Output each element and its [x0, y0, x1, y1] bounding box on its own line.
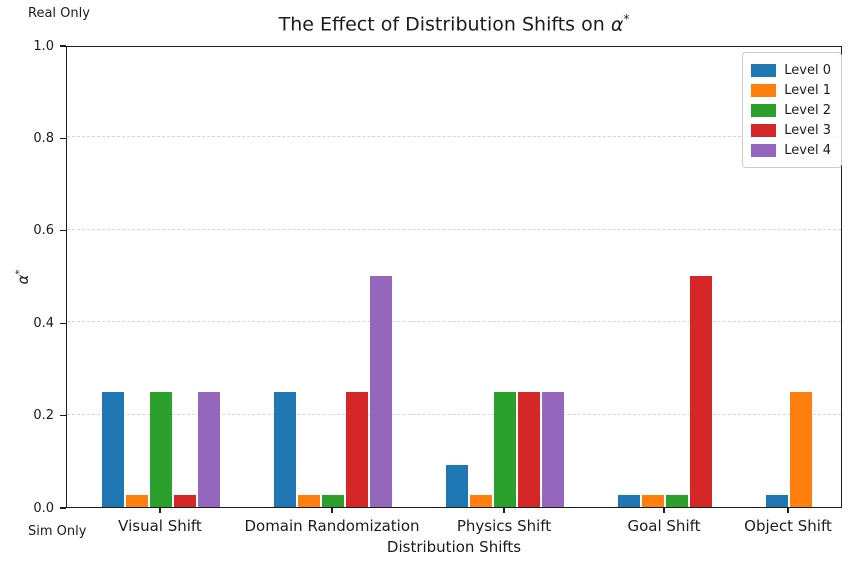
- y-tick-label: 0.2: [33, 408, 54, 424]
- legend-item-level-2: Level 2: [751, 100, 831, 120]
- legend-swatch: [751, 123, 777, 137]
- y-axis-label-alpha-symbol: α: [14, 274, 32, 285]
- bar-level-0-object-shift: [766, 495, 788, 507]
- bar-level-2-visual-shift: [150, 391, 172, 507]
- y-tick-mark: [60, 322, 66, 324]
- legend-item-level-3: Level 3: [751, 120, 831, 140]
- real-only-label: Real Only: [28, 6, 90, 21]
- gridline-y-0.8: [67, 136, 841, 138]
- bar-level-4-visual-shift: [198, 391, 220, 507]
- gridline-y-0.6: [67, 228, 841, 230]
- x-tick-mark: [663, 508, 665, 513]
- legend-label: Level 3: [784, 122, 831, 138]
- bar-level-0-domain-randomization: [274, 391, 296, 507]
- legend-item-level-4: Level 4: [751, 140, 831, 160]
- bar-level-3-domain-randomization: [346, 391, 368, 507]
- bar-level-2-domain-randomization: [322, 495, 344, 507]
- y-tick-mark: [60, 507, 66, 509]
- y-tick-mark: [60, 414, 66, 417]
- bar-level-2-physics-shift: [494, 391, 516, 507]
- bar-level-3-visual-shift: [174, 495, 196, 507]
- chart-title: The Effect of Distribution Shifts on α*: [66, 12, 842, 35]
- bar-level-0-visual-shift: [102, 391, 124, 507]
- bar-level-3-goal-shift: [690, 276, 712, 507]
- bar-level-0-physics-shift: [446, 465, 468, 507]
- legend-swatch: [751, 83, 777, 97]
- legend-item-level-0: Level 0: [751, 60, 831, 80]
- y-tick-label: 1.0: [33, 38, 54, 54]
- legend-items: Level 0 Level 1 Level 2 Level 3 Level 4: [751, 60, 831, 160]
- legend-swatch: [751, 143, 777, 157]
- y-tick-label: 0.4: [33, 315, 54, 331]
- bar-level-3-physics-shift: [518, 391, 540, 507]
- x-tick-mark: [331, 508, 333, 513]
- x-axis-label: Distribution Shifts: [386, 538, 522, 556]
- bar-level-0-goal-shift: [618, 495, 640, 507]
- legend: Level 0 Level 1 Level 2 Level 3 Level 4: [742, 52, 842, 168]
- chart-title-superscript: *: [623, 12, 630, 26]
- gridline-y-0.4: [67, 321, 841, 323]
- legend-label: Level 1: [784, 82, 831, 98]
- x-tick-label: Domain Randomization: [244, 517, 420, 535]
- bar-level-1-physics-shift: [470, 495, 492, 507]
- y-tick-label: 0.6: [33, 223, 54, 239]
- plot-area: [66, 46, 842, 508]
- y-axis-label: α*: [14, 242, 38, 312]
- bar-level-1-goal-shift: [642, 495, 664, 507]
- x-tick-label: Physics Shift: [456, 517, 552, 535]
- x-tick-label: Visual Shift: [118, 517, 202, 535]
- legend-swatch: [751, 103, 777, 117]
- y-axis-label-superscript: *: [14, 269, 25, 275]
- bar-level-1-domain-randomization: [298, 495, 320, 507]
- y-tick-mark: [60, 45, 66, 47]
- gridline-y-0.2: [67, 413, 841, 415]
- y-tick-mark: [60, 137, 66, 140]
- legend-item-level-1: Level 1: [751, 80, 831, 100]
- bar-level-1-visual-shift: [126, 495, 148, 507]
- sim-only-label: Sim Only: [28, 524, 87, 539]
- chart-title-text: The Effect of Distribution Shifts on: [278, 13, 611, 36]
- chart-title-alpha-symbol: α: [610, 13, 624, 36]
- x-tick-label: Goal Shift: [627, 517, 701, 535]
- legend-swatch: [751, 63, 777, 77]
- legend-label: Level 0: [784, 62, 831, 78]
- bar-level-4-physics-shift: [542, 391, 564, 507]
- x-tick-mark: [503, 508, 505, 513]
- bar-level-2-goal-shift: [666, 495, 688, 507]
- x-tick-label: Object Shift: [744, 517, 832, 535]
- bar-level-4-domain-randomization: [370, 276, 392, 507]
- bar-level-1-object-shift: [790, 391, 812, 507]
- y-tick-mark: [60, 230, 66, 232]
- legend-label: Level 2: [784, 102, 831, 118]
- x-tick-mark: [787, 508, 789, 513]
- legend-label: Level 4: [784, 142, 831, 158]
- y-tick-label: 0.0: [33, 500, 54, 516]
- x-tick-mark: [159, 508, 161, 513]
- y-tick-label: 0.8: [33, 130, 54, 146]
